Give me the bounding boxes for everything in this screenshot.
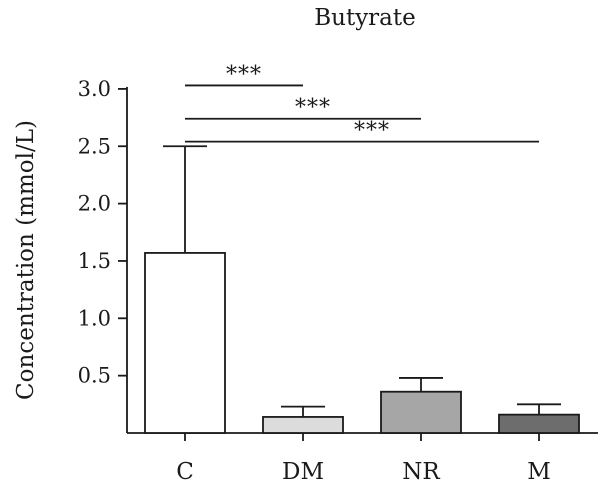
- significance-label: ***: [295, 96, 331, 121]
- significance-label: ***: [226, 62, 262, 87]
- bar-m: [498, 413, 580, 434]
- y-tick-label: 0.5: [78, 364, 111, 388]
- bar-nr: [380, 390, 462, 434]
- x-tick-label: M: [527, 459, 551, 485]
- y-tick-label: 1.0: [78, 306, 111, 330]
- y-axis-label: Concentration (mmol/L): [13, 120, 39, 400]
- y-tick-label: 3.0: [78, 77, 111, 101]
- bar-c: [144, 252, 226, 434]
- chart-marks: 0.5 1.0 1.5 2.0 2.5 3.0 C DM NR M *** *** ***: [78, 62, 598, 485]
- y-tick-label: 2.5: [78, 134, 111, 158]
- x-tick-label: NR: [402, 459, 440, 485]
- significance-label: ***: [354, 119, 390, 144]
- x-tick-label: DM: [282, 459, 324, 485]
- chart-title: Butyrate: [314, 5, 416, 31]
- y-tick-label: 2.0: [78, 192, 111, 216]
- y-tick-label: 1.5: [78, 249, 111, 273]
- x-tick-label: C: [176, 459, 194, 485]
- bar-dm: [262, 416, 344, 434]
